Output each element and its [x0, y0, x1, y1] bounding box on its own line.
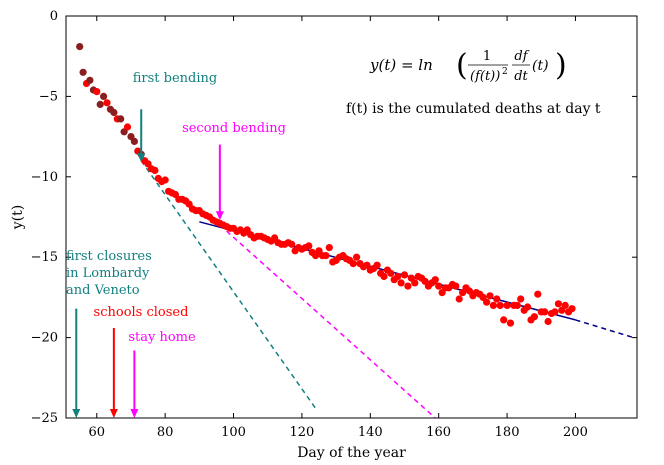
data-point	[524, 303, 532, 311]
data-point	[79, 68, 87, 76]
data-point	[496, 301, 504, 309]
annotation-label: and Veneto	[66, 283, 140, 298]
data-point	[387, 269, 395, 277]
plot-frame	[65, 15, 638, 419]
data-point	[431, 276, 439, 284]
data-point	[493, 295, 501, 303]
data-point	[411, 279, 419, 287]
formula: y(t) = ln ( 1 (f(t)) 2 df dt (t) )	[369, 48, 567, 84]
data-point	[554, 300, 563, 308]
formula-frac-num: 1	[483, 49, 491, 64]
formula-frac-den-exp: 2	[502, 67, 508, 77]
data-point	[486, 292, 494, 300]
data-point	[541, 308, 549, 316]
data-point	[380, 272, 388, 281]
data-point	[76, 43, 84, 51]
axis-ticks: 60 80 100 120 140 160 180 200 0 −5 −10 −15 −20 −25	[31, 9, 637, 440]
data-point	[452, 282, 460, 290]
annotation-label: first closures	[66, 249, 152, 264]
data-point	[534, 290, 542, 298]
data-point	[551, 308, 559, 316]
formula-frac-den: (f(t))	[470, 69, 500, 84]
data-points	[76, 43, 576, 327]
data-point	[530, 313, 539, 321]
annotation-arrowhead	[215, 211, 224, 221]
data-point	[489, 301, 497, 309]
formula-lhs: y(t) = ln	[369, 56, 433, 74]
annotation-labels: first bending second bending first closure…	[66, 71, 286, 345]
formula-note: f(t) is the cumulated deaths at day t	[346, 101, 601, 117]
data-point	[96, 100, 104, 108]
y-tick-label: −25	[31, 411, 58, 426]
data-point	[151, 166, 159, 174]
x-tick-label: 200	[563, 425, 588, 440]
y-tick-label: −15	[31, 250, 58, 265]
annotation-arrowhead	[72, 409, 81, 418]
data-point	[305, 242, 313, 250]
data-point	[353, 253, 361, 261]
data-point	[86, 76, 94, 84]
data-point	[325, 244, 333, 252]
formula-close-paren: )	[555, 48, 567, 83]
x-tick-label: 160	[426, 425, 451, 440]
y-tick-label: −5	[39, 89, 58, 104]
formula-tail: (t)	[532, 58, 549, 74]
x-axis-label: Day of the year	[297, 445, 406, 461]
annotation-arrowhead	[137, 153, 146, 163]
data-point	[394, 272, 402, 281]
fit-line	[219, 224, 436, 419]
data-point	[435, 282, 443, 290]
data-point	[130, 137, 138, 145]
data-point	[400, 271, 409, 279]
formula-open-paren: (	[456, 48, 468, 83]
y-axis-label: y(t)	[10, 205, 26, 230]
data-point	[161, 176, 169, 184]
x-tick-label: 140	[358, 425, 383, 440]
x-tick-label: 120	[290, 425, 315, 440]
formula-deriv-den: dt	[514, 69, 528, 84]
data-point	[349, 260, 357, 268]
annotation-label: stay home	[128, 330, 196, 345]
data-point	[100, 92, 108, 100]
data-point	[503, 301, 511, 309]
data-point	[397, 279, 405, 287]
x-tick-label: 100	[221, 425, 246, 440]
data-point	[117, 115, 125, 123]
data-point	[544, 317, 552, 326]
y-tick-label: 0	[50, 9, 58, 24]
data-point	[93, 88, 101, 96]
annotation-label: schools closed	[94, 305, 189, 320]
y-tick-label: −10	[31, 170, 58, 185]
fit-line	[140, 160, 317, 409]
annotation-label: second bending	[182, 121, 286, 136]
data-point	[373, 261, 381, 269]
x-tick-label: 180	[495, 425, 520, 440]
x-tick-label: 60	[88, 425, 105, 440]
annotation-arrows	[72, 109, 224, 418]
annotation-arrowhead	[130, 409, 139, 418]
data-point	[404, 282, 412, 290]
data-point	[506, 319, 515, 327]
data-point	[500, 316, 508, 324]
data-point	[103, 99, 111, 107]
data-point	[288, 240, 296, 248]
fit-line	[575, 319, 634, 339]
data-point	[483, 298, 491, 306]
annotation-label: in Lombardy	[66, 266, 150, 281]
formula-deriv-num: df	[514, 49, 529, 64]
data-point	[110, 108, 118, 117]
annotation-label: first bending	[133, 71, 217, 86]
annotation-arrowhead	[109, 409, 118, 418]
data-point	[568, 305, 576, 313]
data-point	[455, 295, 463, 303]
data-point	[123, 123, 132, 131]
data-point	[322, 252, 330, 260]
y-tick-label: −20	[31, 331, 58, 346]
data-point	[561, 301, 569, 309]
x-tick-label: 80	[157, 425, 174, 440]
data-point	[517, 295, 525, 303]
data-point	[513, 301, 521, 309]
